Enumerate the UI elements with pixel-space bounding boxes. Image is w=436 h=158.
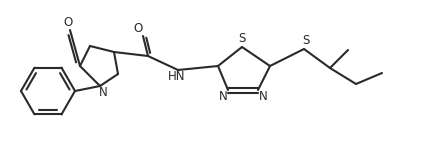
Text: N: N [99, 86, 107, 100]
Text: N: N [259, 91, 267, 103]
Text: O: O [63, 16, 73, 30]
Text: O: O [133, 22, 143, 36]
Text: N: N [218, 91, 228, 103]
Text: S: S [302, 34, 310, 48]
Text: HN: HN [168, 70, 186, 83]
Text: S: S [238, 33, 246, 46]
